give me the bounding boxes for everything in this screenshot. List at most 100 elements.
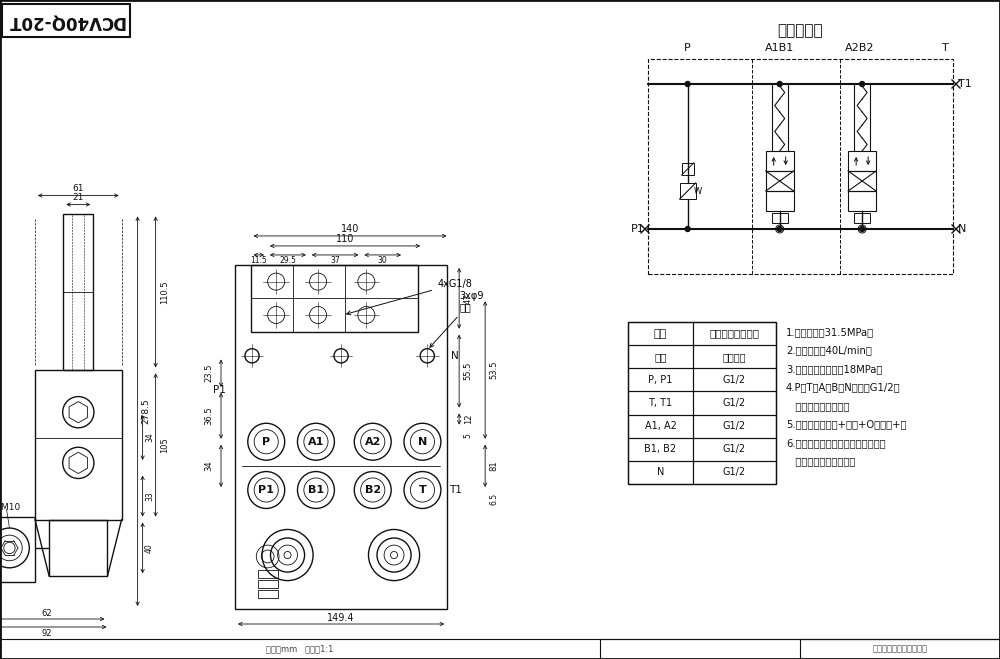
- Text: 11.5: 11.5: [250, 256, 267, 266]
- Text: T: T: [419, 485, 426, 495]
- Bar: [600, 639, 1000, 659]
- Bar: [693, 391, 776, 415]
- Bar: [258, 570, 278, 578]
- Text: 40: 40: [145, 543, 154, 553]
- Bar: [628, 322, 693, 345]
- Text: B1: B1: [308, 485, 324, 495]
- Bar: [693, 345, 776, 368]
- Text: T: T: [942, 43, 948, 53]
- Text: 共青岛数控技术有限公司: 共青岛数控技术有限公司: [872, 645, 928, 654]
- Bar: [693, 461, 776, 484]
- Text: 单位：mm   比例：1:1: 单位：mm 比例：1:1: [266, 645, 334, 654]
- Text: P: P: [262, 437, 270, 447]
- Text: P, P1: P, P1: [648, 375, 673, 385]
- Text: 5.控制方式：气控+手动+O型阀杆+弹: 5.控制方式：气控+手动+O型阀杆+弹: [786, 420, 906, 430]
- Bar: [766, 171, 794, 191]
- Bar: [800, 639, 1000, 659]
- Text: 21: 21: [73, 193, 84, 202]
- Text: P1: P1: [213, 385, 225, 395]
- Bar: [235, 265, 447, 609]
- Bar: [628, 345, 693, 368]
- Text: N: N: [418, 437, 427, 447]
- Bar: [648, 59, 953, 274]
- Bar: [693, 368, 776, 391]
- Text: P1: P1: [631, 224, 645, 234]
- Text: 油口均为平面密封；: 油口均为平面密封；: [786, 401, 849, 411]
- Circle shape: [860, 227, 865, 231]
- Text: 技术要求和参数：: 技术要求和参数：: [710, 329, 760, 339]
- Text: 55.5: 55.5: [464, 362, 473, 380]
- Bar: [628, 368, 693, 391]
- Text: B1, B2: B1, B2: [644, 444, 677, 454]
- Bar: [693, 322, 776, 345]
- Bar: [628, 415, 693, 438]
- Text: T, T1: T, T1: [648, 398, 673, 408]
- Text: A1: A1: [308, 437, 324, 447]
- Circle shape: [685, 82, 690, 86]
- Text: DCV40Q-20T: DCV40Q-20T: [7, 12, 125, 30]
- Text: 支架飞重量为鑰本色。: 支架飞重量为鑰本色。: [786, 457, 855, 467]
- Text: 23.5: 23.5: [205, 364, 214, 382]
- Circle shape: [860, 82, 865, 86]
- Text: 阀体: 阀体: [654, 329, 667, 339]
- Bar: [63, 214, 93, 370]
- Text: 1.额定压力：31.5MPa；: 1.额定压力：31.5MPa；: [786, 327, 874, 337]
- Text: 接口: 接口: [654, 352, 667, 362]
- Text: P1: P1: [258, 485, 274, 495]
- Circle shape: [777, 82, 782, 86]
- Bar: [848, 171, 876, 191]
- Text: A1, A2: A1, A2: [645, 421, 676, 431]
- Text: 53.5: 53.5: [490, 360, 499, 380]
- Bar: [251, 265, 418, 331]
- Text: 37: 37: [330, 256, 340, 266]
- Bar: [628, 438, 693, 461]
- Text: 3xφ9
透孔: 3xφ9 透孔: [430, 291, 484, 347]
- Bar: [49, 519, 107, 577]
- Text: N: N: [958, 224, 966, 234]
- Bar: [772, 213, 788, 223]
- Bar: [628, 391, 693, 415]
- Text: 2xM10: 2xM10: [0, 503, 21, 512]
- Text: 62: 62: [41, 608, 52, 617]
- Bar: [680, 183, 696, 199]
- Text: A2: A2: [365, 437, 381, 447]
- Text: 110.5: 110.5: [160, 280, 169, 304]
- Text: 5: 5: [464, 434, 473, 438]
- Text: 110: 110: [336, 234, 354, 244]
- Text: 2.额定流量：40L/min，: 2.额定流量：40L/min，: [786, 345, 872, 355]
- Circle shape: [777, 227, 782, 231]
- Text: 液压原理图: 液压原理图: [778, 24, 823, 38]
- Text: G1/2: G1/2: [723, 467, 746, 477]
- Bar: [258, 590, 278, 598]
- Text: 6.阀体表面雾化处理，安全阀及螺耶: 6.阀体表面雾化处理，安全阀及螺耶: [786, 438, 886, 448]
- Text: P: P: [684, 43, 691, 53]
- Text: A1B1: A1B1: [765, 43, 794, 53]
- Text: N: N: [451, 351, 459, 361]
- Bar: [0, 639, 1000, 659]
- Text: 81: 81: [490, 461, 499, 471]
- Text: 34: 34: [205, 461, 214, 471]
- Text: 47: 47: [464, 293, 473, 304]
- Bar: [848, 191, 876, 211]
- Text: T1: T1: [449, 485, 462, 495]
- Bar: [682, 163, 694, 175]
- Text: 140: 140: [341, 224, 359, 234]
- Text: 33: 33: [145, 491, 154, 501]
- Text: 3.安全阀调定压力：18MPa；: 3.安全阀调定压力：18MPa；: [786, 364, 882, 374]
- Bar: [628, 322, 776, 484]
- Text: G1/2: G1/2: [723, 398, 746, 408]
- Text: 耶纹规格: 耶纹规格: [723, 352, 746, 362]
- Bar: [628, 461, 693, 484]
- Bar: [693, 438, 776, 461]
- Text: 29.5: 29.5: [279, 256, 296, 266]
- Text: 30: 30: [378, 256, 388, 266]
- Text: 92: 92: [41, 629, 52, 639]
- Bar: [854, 213, 870, 223]
- Text: G1/2: G1/2: [723, 421, 746, 431]
- Text: 12: 12: [464, 414, 473, 424]
- Text: 61: 61: [73, 184, 84, 193]
- Text: 4.P、T、A、B、N口均为G1/2，: 4.P、T、A、B、N口均为G1/2，: [786, 382, 901, 393]
- Bar: [2, 4, 130, 37]
- Text: 4xG1/8: 4xG1/8: [347, 279, 472, 315]
- Text: 6.5: 6.5: [490, 493, 499, 505]
